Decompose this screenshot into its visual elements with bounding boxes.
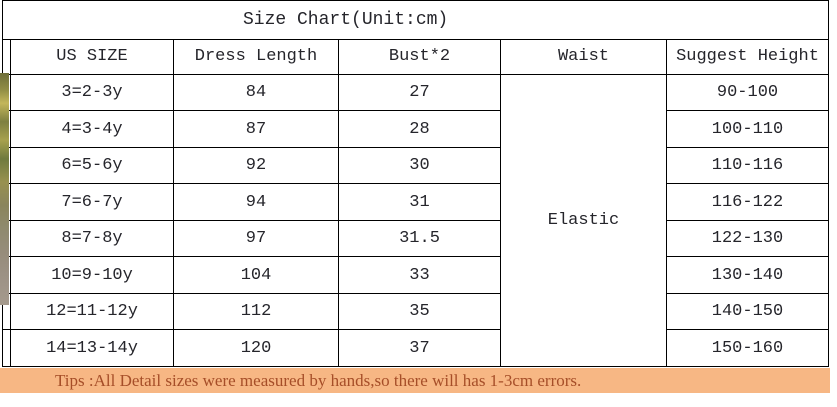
page-title: Size Chart(Unit:cm) — [2, 0, 829, 40]
dress-length-cell: 104 — [173, 256, 339, 294]
dress-length-cell: 84 — [173, 73, 339, 112]
us-size-cell: 14=13-14y — [10, 329, 174, 367]
table-row: 7=6-7y 94 31 116-122 — [2, 183, 829, 221]
us-size-cell: 3=2-3y — [10, 73, 174, 112]
us-size-cell: 12=11-12y — [10, 292, 174, 331]
bust-cell: 37 — [338, 329, 501, 367]
tips-text: Tips :All Detail sizes were measured by … — [55, 371, 582, 390]
dress-length-cell: 92 — [173, 146, 339, 185]
column-header-dress-length: Dress Length — [173, 38, 339, 76]
bust-cell: 31.5 — [338, 219, 501, 258]
table-row: 3=2-3y 84 27 Elastic 90-100 — [2, 73, 829, 367]
dress-length-cell: 94 — [173, 183, 339, 221]
background-photo-sliver — [0, 73, 9, 305]
us-size-cell: 4=3-4y — [10, 110, 174, 148]
suggest-height-cell: 122-130 — [666, 219, 829, 258]
us-size-cell: 6=5-6y — [10, 146, 174, 185]
suggest-height-cell: 100-110 — [666, 110, 829, 148]
gutter-cell — [2, 38, 11, 76]
table-row: 8=7-8y 97 31.5 122-130 — [2, 219, 829, 258]
title-row: Size Chart(Unit:cm) — [2, 0, 829, 40]
bust-cell: 31 — [338, 183, 501, 221]
bust-cell: 27 — [338, 73, 501, 112]
size-chart-table: Size Chart(Unit:cm) US SIZE Dress Length… — [2, 0, 829, 367]
dress-length-cell: 112 — [173, 292, 339, 331]
column-header-suggest-height: Suggest Height — [666, 38, 829, 76]
table-row: 10=9-10y 104 33 130-140 — [2, 256, 829, 294]
gutter-cell — [2, 329, 11, 367]
column-header-bust: Bust*2 — [338, 38, 501, 76]
us-size-cell: 10=9-10y — [10, 256, 174, 294]
table-row: 4=3-4y 87 28 100-110 — [2, 110, 829, 148]
bust-cell: 33 — [338, 256, 501, 294]
waist-merged-cell: Elastic — [500, 74, 667, 367]
column-header-us-size: US SIZE — [10, 38, 174, 76]
bust-cell: 30 — [338, 146, 501, 185]
suggest-height-cell: 90-100 — [666, 73, 829, 112]
table-row: 6=5-6y 92 30 110-116 — [2, 146, 829, 185]
bust-cell: 35 — [338, 292, 501, 331]
suggest-height-cell: 110-116 — [666, 146, 829, 185]
dress-length-cell: 120 — [173, 329, 339, 367]
tips-banner: Tips :All Detail sizes were measured by … — [0, 368, 830, 393]
suggest-height-cell: 150-160 — [666, 329, 829, 367]
dress-length-cell: 87 — [173, 110, 339, 148]
suggest-height-cell: 140-150 — [666, 292, 829, 331]
bust-cell: 28 — [338, 110, 501, 148]
column-header-waist: Waist — [500, 38, 667, 76]
dress-length-cell: 97 — [173, 219, 339, 258]
suggest-height-cell: 130-140 — [666, 256, 829, 294]
suggest-height-cell: 116-122 — [666, 183, 829, 221]
us-size-cell: 8=7-8y — [10, 219, 174, 258]
table-row: 12=11-12y 112 35 140-150 — [2, 292, 829, 331]
us-size-cell: 7=6-7y — [10, 183, 174, 221]
table-header-row: US SIZE Dress Length Bust*2 Waist Sugges… — [2, 38, 829, 76]
table-row: 14=13-14y 120 37 150-160 — [2, 329, 829, 367]
